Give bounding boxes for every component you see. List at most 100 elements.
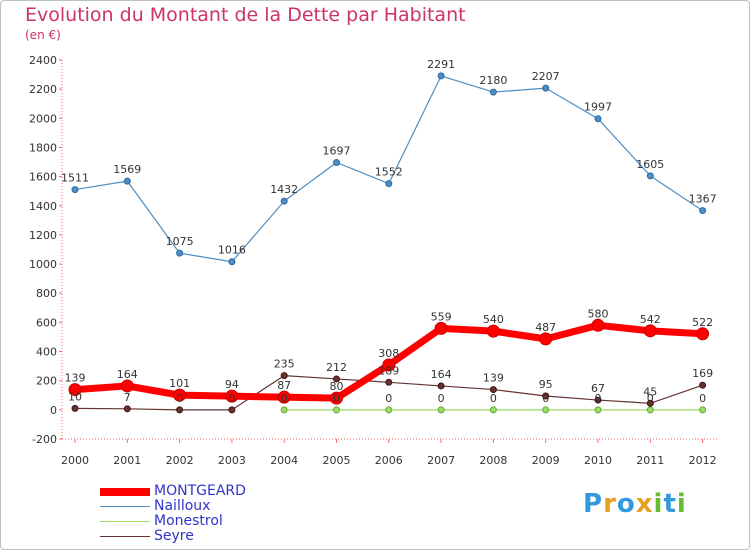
y-tick-label: 600 [36, 316, 57, 329]
data-point-monestrol [489, 406, 497, 414]
data-point-nailloux [542, 84, 550, 92]
x-tick-label: 2000 [61, 454, 89, 467]
data-label-monestrol: 0 [333, 392, 340, 405]
data-label-seyre: 164 [431, 368, 452, 381]
data-label-seyre: 139 [483, 372, 504, 385]
data-label-seyre: 235 [274, 358, 295, 371]
data-label-seyre: 0 [176, 392, 183, 405]
legend: MONTGEARD Nailloux Monestrol Seyre [100, 484, 246, 544]
legend-item-seyre: Seyre [100, 529, 246, 544]
data-point-montgeard [539, 332, 553, 346]
data-point-nailloux [228, 258, 236, 266]
data-label-nailloux: 1511 [61, 172, 89, 185]
data-label-nailloux: 1432 [270, 183, 298, 196]
unit-label: (en €) [25, 28, 61, 42]
data-label-montgeard: 94 [225, 378, 239, 391]
data-label-seyre: 67 [591, 382, 605, 395]
data-label-nailloux: 1016 [218, 244, 246, 257]
data-label-monestrol: 0 [490, 392, 497, 405]
legend-swatch [100, 520, 150, 523]
data-point-seyre [489, 386, 497, 394]
data-point-monestrol [594, 406, 602, 414]
legend-item-montgeard: MONTGEARD [100, 484, 246, 499]
x-tick-label: 2004 [270, 454, 298, 467]
data-point-nailloux [176, 249, 184, 257]
data-point-seyre [385, 378, 393, 386]
legend-label: Monestrol [154, 513, 223, 529]
data-label-seyre: 189 [378, 364, 399, 377]
y-tick-label: 2400 [29, 54, 57, 67]
data-point-seyre [646, 399, 654, 407]
chart-title: Evolution du Montant de la Dette par Hab… [25, 4, 466, 26]
y-tick-label: 1400 [29, 200, 57, 213]
legend-item-monestrol: Monestrol [100, 514, 246, 529]
legend-label: Nailloux [154, 498, 211, 514]
y-tick-label: 400 [36, 346, 57, 359]
data-point-montgeard [330, 391, 343, 405]
y-tick-label: 0 [50, 404, 57, 417]
data-label-montgeard: 487 [535, 321, 556, 334]
data-point-seyre [280, 372, 288, 380]
y-tick-label: 1200 [29, 229, 57, 242]
data-point-montgeard [591, 318, 605, 332]
data-label-nailloux: 1997 [584, 101, 612, 114]
data-label-nailloux: 1605 [636, 158, 664, 171]
data-label-monestrol: 0 [281, 392, 288, 405]
y-tick-label: 200 [36, 375, 57, 388]
legend-label: MONTGEARD [154, 483, 246, 499]
data-point-monestrol [699, 406, 707, 414]
data-point-montgeard [277, 390, 291, 404]
data-point-montgeard [486, 324, 500, 338]
data-point-seyre [176, 406, 184, 414]
data-label-seyre: 10 [68, 390, 82, 403]
data-point-seyre [228, 406, 236, 414]
data-point-montgeard [68, 383, 82, 397]
data-point-montgeard [173, 388, 187, 402]
x-tick-label: 2011 [636, 454, 664, 467]
proxiti-logo: Proxiti [583, 489, 687, 519]
data-point-monestrol [437, 406, 445, 414]
data-point-monestrol [280, 406, 288, 414]
x-tick-label: 2008 [479, 454, 507, 467]
data-label-monestrol: 0 [647, 392, 654, 405]
data-label-nailloux: 2291 [427, 58, 455, 71]
data-label-seyre: 95 [539, 378, 553, 391]
data-point-nailloux [699, 207, 707, 215]
data-label-monestrol: 0 [438, 392, 445, 405]
logo-letter: t [663, 489, 677, 519]
series-seyre [71, 372, 707, 414]
x-tick-label: 2010 [584, 454, 612, 467]
x-tick-label: 2007 [427, 454, 455, 467]
data-point-seyre [333, 375, 340, 383]
data-label-seyre: 212 [326, 361, 347, 374]
data-point-seyre [123, 405, 131, 413]
data-label-monestrol: 0 [385, 392, 392, 405]
data-label-nailloux: 1075 [166, 235, 194, 248]
axes: -200020040060080010001200140016001800200… [29, 54, 718, 467]
data-label-montgeard: 542 [640, 313, 661, 326]
data-label-montgeard: 580 [588, 307, 609, 320]
data-label-montgeard: 522 [692, 316, 713, 329]
legend-swatch [100, 535, 150, 538]
data-point-montgeard [225, 389, 239, 403]
series-nailloux [71, 72, 707, 266]
data-point-seyre [71, 404, 79, 412]
data-label-nailloux: 1367 [689, 193, 717, 206]
logo-letter: x [635, 489, 654, 519]
data-label-montgeard: 101 [169, 377, 190, 390]
y-tick-label: 1800 [29, 141, 57, 154]
legend-swatch [100, 487, 150, 496]
logo-letter: i [676, 489, 687, 519]
logo-letter: o [616, 489, 636, 519]
y-tick-label: 1600 [29, 171, 57, 184]
logo-letter: i [653, 489, 664, 519]
series-monestrol [280, 406, 707, 414]
x-tick-label: 2005 [323, 454, 351, 467]
x-tick-label: 2006 [375, 454, 403, 467]
y-tick-label: 800 [36, 287, 57, 300]
data-point-monestrol [385, 406, 393, 414]
data-point-nailloux [385, 180, 393, 188]
